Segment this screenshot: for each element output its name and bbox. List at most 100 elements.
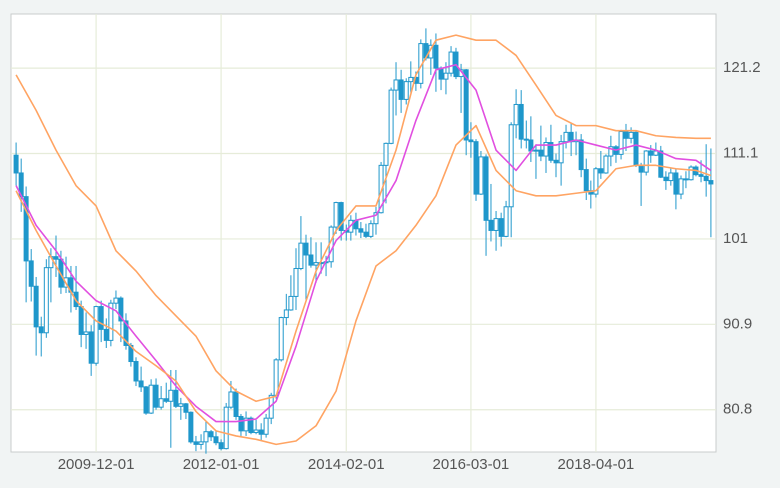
candle-body [523,138,529,141]
y-tick-label: 101 [723,230,748,247]
candle-body [223,406,229,450]
band-line [15,124,712,446]
candle-body [213,436,219,444]
candle-body [43,267,49,334]
candle-body [303,242,309,256]
candle-body [33,285,39,328]
candle-body [13,154,19,174]
candle-body [438,67,444,80]
y-tick-label: 80.8 [723,401,752,418]
candle-body [233,391,239,417]
y-tick-label: 90.9 [723,315,752,332]
candle-body [83,331,89,335]
candle-body [548,142,554,161]
candle-body [293,268,299,297]
candle-body [468,139,474,143]
candle-body [653,150,659,156]
candle-body [93,306,99,364]
candle-body [383,142,389,166]
candle-body [598,168,604,174]
candle-body [488,219,494,231]
candle-body [88,331,94,364]
x-tick-label: 2014-02-01 [308,456,385,473]
candle-body [403,81,409,100]
candle-body [163,398,169,402]
candle-body [103,328,109,341]
candle-body [643,150,649,173]
candle-body [448,51,454,74]
candle-body [203,431,209,443]
candle-body [543,142,549,157]
candle-body [703,175,709,182]
candle-body [478,156,484,195]
candle-body [23,196,29,262]
candle-body [198,441,204,445]
candle-body [168,389,174,402]
candle-body [193,441,199,445]
candle-body [673,172,679,195]
candle-body [188,411,194,443]
candle-body [258,429,264,435]
candle-body [533,149,539,152]
candle-body [183,403,189,413]
candle-body [493,218,499,231]
candle-body [368,223,374,237]
candle-body [683,178,689,181]
candle-body [158,398,164,408]
candle-body [208,431,214,438]
x-tick-label: 2018-04-01 [558,456,635,473]
candle-body [443,72,449,80]
candle-body [123,320,129,346]
y-tick-label: 121.2 [723,59,761,76]
candle-body [668,172,674,182]
candle-body [363,231,369,237]
candle-body [498,218,504,237]
candle-body [228,391,234,408]
candle-body [388,89,394,144]
candle-body [53,256,59,260]
y-tick-label: 111.1 [723,144,758,161]
candle-body [503,206,509,237]
candle-body [173,389,179,407]
candle-body [618,131,624,155]
candle-body [628,131,634,139]
candle-body [623,131,629,139]
candle-body [663,176,669,182]
candle-body [178,403,184,407]
candle-body [638,164,644,173]
candle-body [28,260,34,287]
candle-body [263,417,269,435]
candle-body [143,386,149,414]
candle-body [118,297,124,322]
candle-body [483,156,489,221]
candle-body [248,417,254,434]
candle-body [288,295,294,311]
candle-body [298,242,304,270]
candle-body [358,228,364,233]
candle-body [513,103,519,126]
candle-body [648,150,654,156]
band-line [15,63,712,423]
candle-body [338,202,344,231]
candle-body [463,69,469,141]
candle-body [593,168,599,195]
candle-body [38,326,44,334]
candle-body [333,202,339,228]
candle-body [308,254,314,266]
candle-body [538,149,544,157]
candle-body [608,146,614,157]
candle-body [473,141,479,195]
candle-body [698,174,704,177]
candle-body [98,306,104,330]
candle-body [633,131,639,166]
candle-body [658,150,664,178]
candle-body [518,103,524,140]
band-line [15,34,711,403]
candle-body [678,178,684,195]
candle-body [113,297,119,304]
candle-body [138,380,144,388]
candle-body [153,384,159,408]
candle-body [558,141,564,164]
